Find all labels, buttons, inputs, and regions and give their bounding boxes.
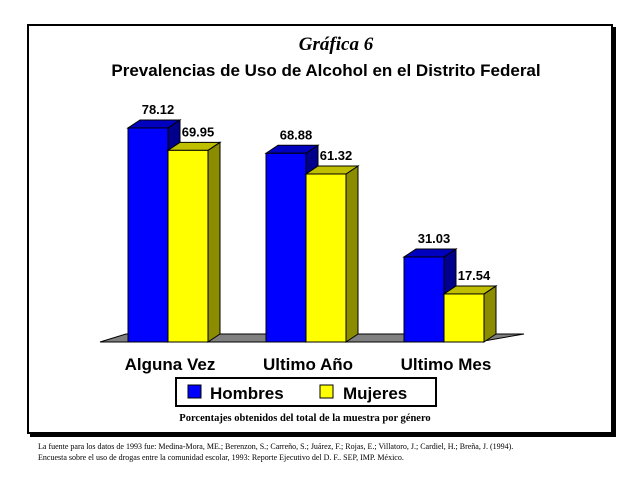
legend-box: [175, 377, 437, 407]
category-label-ultimo-ano: Ultimo Año: [263, 355, 353, 374]
bar-mujeres-ultimo-mes: [442, 285, 498, 343]
value-label-hombres-ultimo-ano: 68.88: [280, 127, 313, 142]
bar-front-hombres-alguna-vez: [127, 127, 169, 343]
bar-side-mujeres-ultimo-mes: [483, 285, 497, 343]
source-line-1: La fuente para los datos de 1993 fue: Me…: [38, 442, 514, 451]
chart-label: Gráfica 6: [299, 34, 374, 55]
bar-mujeres-alguna-vez: [166, 141, 222, 343]
value-label-mujeres-alguna-vez: 69.95: [182, 124, 215, 139]
value-labels: 78.12 69.95 68.88 61.32 31.03 17.54: [142, 102, 491, 283]
bar-front-mujeres-ultimo-ano: [305, 173, 347, 343]
legend-label-mujeres: Mujeres: [343, 384, 407, 403]
value-label-mujeres-ultimo-ano: 61.32: [320, 148, 353, 163]
bar-mujeres-ultimo-ano: [304, 165, 360, 343]
value-label-hombres-alguna-vez: 78.12: [142, 102, 175, 117]
chart-note: Porcentajes obtenidos del total de la mu…: [179, 413, 430, 424]
legend-swatch-hombres: [187, 384, 202, 399]
bar-front-hombres-ultimo-ano: [265, 152, 307, 343]
value-label-hombres-ultimo-mes: 31.03: [418, 231, 451, 246]
bar-side-mujeres-alguna-vez: [207, 141, 221, 343]
value-label-mujeres-ultimo-mes: 17.54: [458, 268, 491, 283]
bar-front-hombres-ultimo-mes: [403, 256, 445, 343]
legend-swatch-mujeres: [319, 384, 334, 399]
source-citation: La fuente para los datos de 1993 fue: Me…: [38, 441, 628, 463]
category-label-alguna-vez: Alguna Vez: [125, 355, 216, 374]
bars-group: [126, 119, 498, 343]
bar-side-mujeres-ultimo-ano: [345, 165, 359, 343]
category-label-ultimo-mes: Ultimo Mes: [401, 355, 492, 374]
chart-title: Prevalencias de Uso de Alcohol en el Dis…: [111, 61, 540, 80]
bar-front-mujeres-alguna-vez: [167, 149, 209, 343]
category-labels: Alguna Vez Ultimo Año Ultimo Mes: [125, 355, 492, 374]
source-line-2: Encuesta sobre el uso de drogas entre la…: [38, 453, 404, 462]
bar-front-mujeres-ultimo-mes: [443, 293, 485, 343]
legend-label-hombres: Hombres: [210, 384, 284, 403]
legend: Hombres Mujeres: [175, 377, 437, 407]
